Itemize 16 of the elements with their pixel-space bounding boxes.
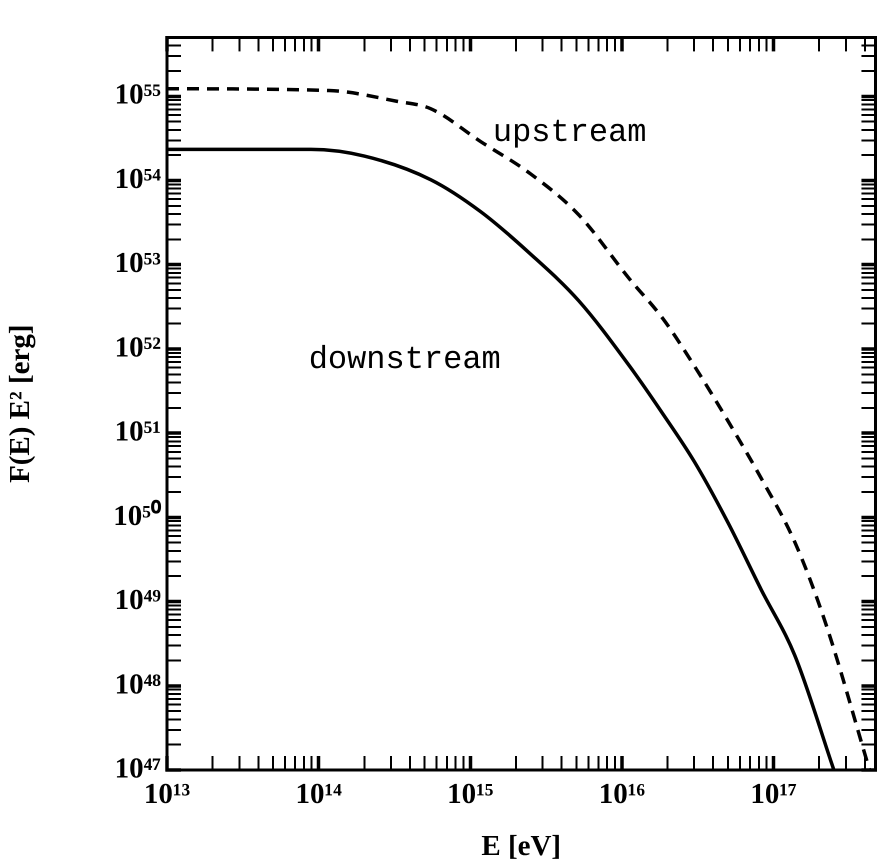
x-tick-label: 10¹⁵ xyxy=(447,778,494,810)
y-tick-label: 10⁵⁰ xyxy=(113,498,162,532)
x-tick-label: 10¹⁶ xyxy=(598,778,646,810)
series-label: upstream xyxy=(492,114,647,152)
y-tick-label: 10⁵² xyxy=(114,331,162,364)
y-tick-label: 10⁵³ xyxy=(114,247,162,280)
x-tick-label: 10¹⁴ xyxy=(295,778,342,810)
y-tick-label: 10⁴⁹ xyxy=(114,584,162,616)
y-tick-label: 10⁵¹ xyxy=(114,416,161,448)
y-tick-label: 10⁵⁵ xyxy=(114,78,162,111)
y-tick-label: 10⁴⁸ xyxy=(114,668,162,700)
text: downstream xyxy=(308,341,501,378)
x-tick-label: 10¹⁷ xyxy=(750,778,798,810)
y-axis-title: F(E) E² [erg] xyxy=(4,324,36,483)
x-axis-title: E [eV] xyxy=(481,830,562,862)
y-tick-label: 10⁵⁴ xyxy=(114,162,162,195)
